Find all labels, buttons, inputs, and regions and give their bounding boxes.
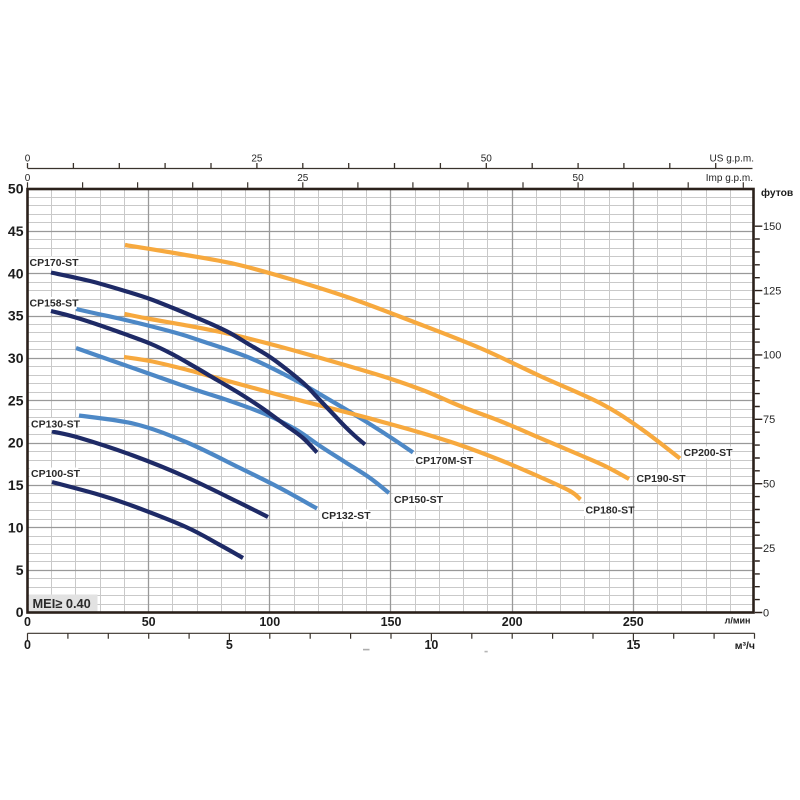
svg-text:50: 50	[142, 615, 156, 629]
svg-text:25: 25	[297, 173, 309, 184]
svg-text:50: 50	[8, 181, 24, 197]
svg-text:50: 50	[763, 479, 775, 491]
svg-text:45: 45	[8, 223, 24, 239]
svg-text:10: 10	[424, 638, 438, 652]
svg-text:15: 15	[626, 638, 640, 652]
svg-text:50: 50	[481, 154, 493, 165]
svg-text:200: 200	[502, 615, 523, 629]
svg-text:Imp g.p.m.: Imp g.p.m.	[706, 173, 753, 184]
svg-text:US g.p.m.: US g.p.m.	[710, 154, 754, 165]
svg-text:35: 35	[8, 308, 24, 324]
svg-text:250: 250	[623, 615, 644, 629]
svg-text:CP132-ST: CP132-ST	[322, 510, 372, 522]
svg-text:CP170-ST: CP170-ST	[30, 257, 80, 269]
svg-text:25: 25	[8, 392, 24, 408]
svg-text:CP200-ST: CP200-ST	[684, 447, 734, 459]
svg-text:150: 150	[763, 221, 781, 233]
svg-text:25: 25	[251, 154, 263, 165]
svg-text:25: 25	[763, 543, 775, 555]
svg-text:75: 75	[763, 414, 775, 426]
svg-text:CP190-ST: CP190-ST	[637, 473, 687, 485]
svg-text:CP130-ST: CP130-ST	[31, 419, 81, 431]
svg-text:футов: футов	[761, 187, 793, 199]
svg-text:5: 5	[16, 562, 24, 578]
svg-text:CP100-ST: CP100-ST	[31, 468, 81, 480]
svg-text:CP180-ST: CP180-ST	[586, 505, 636, 517]
svg-text:CP170M-ST: CP170M-ST	[416, 455, 474, 467]
svg-text:10: 10	[8, 519, 24, 535]
svg-text:0: 0	[24, 638, 31, 652]
svg-text:0: 0	[763, 607, 769, 619]
svg-text:CP150-ST: CP150-ST	[394, 494, 444, 506]
svg-text:100: 100	[763, 350, 781, 362]
svg-text:л/мин: л/мин	[725, 616, 751, 626]
svg-text:50: 50	[573, 173, 585, 184]
svg-text:40: 40	[8, 265, 24, 281]
svg-text:20: 20	[8, 435, 24, 451]
svg-text:100: 100	[259, 615, 280, 629]
svg-text:CP158-ST: CP158-ST	[30, 298, 80, 310]
svg-text:м³/ч: м³/ч	[735, 640, 755, 652]
svg-text:0: 0	[25, 173, 31, 184]
svg-text:125: 125	[763, 285, 781, 297]
svg-text:0: 0	[25, 154, 31, 165]
svg-text:0: 0	[16, 604, 24, 620]
svg-text:5: 5	[226, 638, 233, 652]
svg-text:30: 30	[8, 350, 24, 366]
svg-text:0: 0	[24, 615, 31, 629]
svg-text:15: 15	[8, 477, 24, 493]
svg-text:MEI≥ 0.40: MEI≥ 0.40	[33, 596, 91, 611]
svg-text:150: 150	[381, 615, 402, 629]
